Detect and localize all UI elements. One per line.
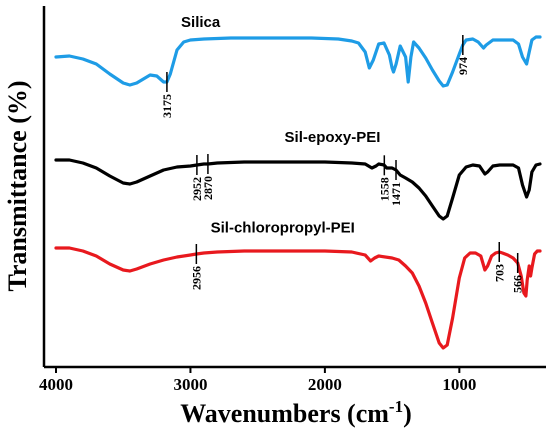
peak-label: 1471	[389, 182, 403, 206]
x-ticks: 4000 3000 2000 1000	[39, 367, 476, 394]
series-line-2	[54, 246, 542, 350]
plot-axes	[42, 6, 546, 369]
x-axis-title-main: Wavenumbers (cm	[180, 399, 389, 428]
peak-label: 566	[511, 275, 525, 293]
series-line-0	[54, 35, 542, 88]
x-axis-title-superscript: -1	[389, 397, 403, 416]
x-tick-label: 4000	[39, 375, 73, 394]
series-label-0: Silica	[181, 14, 221, 31]
series-label-2: Sil-chloropropyl-PEI	[211, 220, 355, 237]
peak-label: 1558	[377, 177, 391, 201]
x-tick-label: 1000	[442, 375, 476, 394]
series-labels: Silica Sil-epoxy-PEI Sil-chloropropyl-PEI	[181, 14, 380, 236]
peak-label: 703	[492, 264, 506, 282]
series-label-1: Sil-epoxy-PEI	[285, 129, 381, 146]
x-axis-title-close: )	[403, 399, 412, 428]
peak-label: 2956	[189, 266, 203, 290]
spectra-curves	[54, 35, 542, 350]
peak-label: 974	[456, 57, 470, 75]
peak-label: 2952	[190, 177, 204, 201]
peak-label: 2870	[201, 176, 215, 200]
x-axis-title: Wavenumbers (cm-1)	[180, 397, 412, 428]
peak-label: 3175	[160, 94, 174, 118]
y-axis-title: Transmittance (%)	[3, 80, 32, 291]
x-tick-label: 3000	[173, 375, 207, 394]
series-line-1	[54, 158, 542, 221]
x-tick-label: 2000	[308, 375, 342, 394]
